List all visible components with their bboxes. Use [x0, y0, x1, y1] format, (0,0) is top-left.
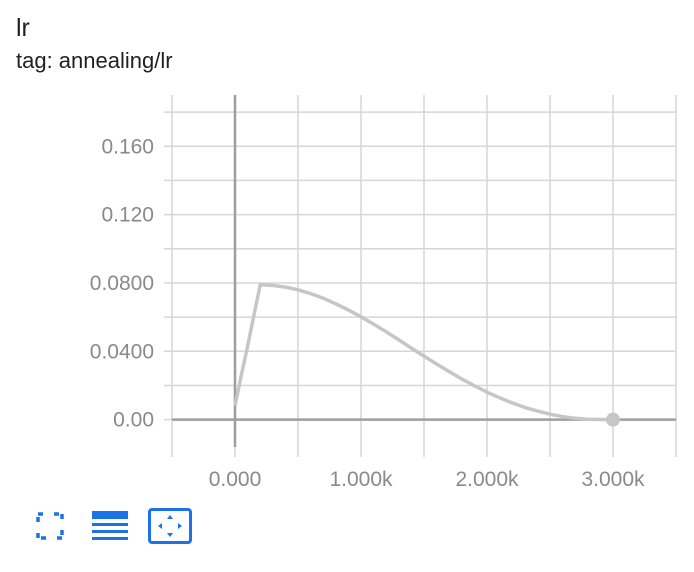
line-chart: 0.00 0.0400 0.0800 0.120 0.160 0.000 1.000k 2.0…: [90, 95, 677, 491]
expand-button[interactable]: [28, 508, 72, 544]
chart-toolbar: [28, 506, 208, 546]
chart-title: lr: [16, 14, 30, 42]
fit-domain-button[interactable]: [148, 508, 192, 544]
series-end-point: [606, 412, 620, 427]
y-tick-label: 0.0800: [90, 272, 154, 295]
x-tick-label: 3.000k: [581, 468, 645, 491]
fit-to-data-icon: [158, 515, 182, 537]
chart-tag: tag: annealing/lr: [16, 48, 173, 73]
y-tick-label: 0.0400: [90, 340, 154, 363]
tick-labels: 0.00 0.0400 0.0800 0.120 0.160 0.000 1.000k 2.0…: [90, 135, 645, 491]
series-line: [233, 282, 614, 422]
y-tick-label: 0.120: [101, 204, 154, 227]
y-tick-label: 0.00: [113, 409, 154, 432]
x-tick-label: 2.000k: [455, 468, 519, 491]
grid: [164, 95, 677, 457]
x-tick-label: 1.000k: [329, 468, 393, 491]
lines-icon: [92, 511, 128, 540]
y-tick-label: 0.160: [101, 135, 154, 158]
toggle-y-log-button[interactable]: [88, 508, 132, 544]
series-layer: [233, 282, 620, 427]
x-tick-label: 0.000: [209, 468, 262, 491]
fullscreen-icon: [36, 512, 64, 540]
